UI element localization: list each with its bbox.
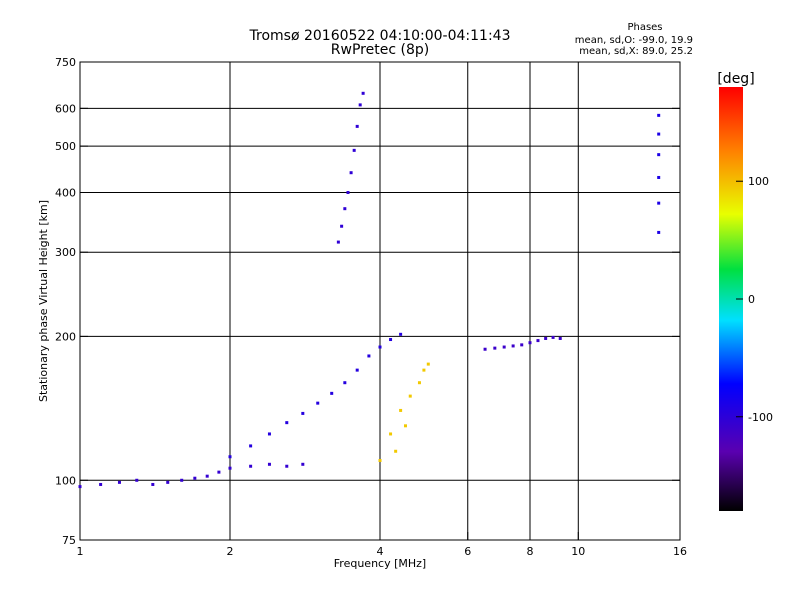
data-point [358,103,362,107]
data-point [483,347,487,351]
data-point [378,345,382,349]
data-point [422,368,426,372]
x-tick-label: 8 [527,545,534,558]
data-point [267,462,271,466]
data-point [528,341,532,345]
colorbar-ticks: 100 0 -100 [736,175,773,424]
data-point [336,240,340,244]
x-tick-label: 2 [227,545,234,558]
data-point [349,171,353,175]
data-point [502,345,506,349]
data-point [657,175,661,179]
y-tick-label: 75 [62,534,76,547]
data-points [78,91,661,489]
data-point [493,346,497,350]
data-point [346,190,350,194]
phase-legend-o: mean, sd,O: -99.0, 19.9 [575,35,693,46]
data-point [657,153,661,157]
data-point [558,336,562,340]
data-point [166,480,170,484]
data-point [657,113,661,117]
data-point [135,478,139,482]
data-point [330,391,334,395]
phase-legend-x: mean, sd,X: 89.0, 25.2 [579,46,693,57]
chart-subtitle: RwPretec (8p) [331,42,429,58]
colorbar-label: [deg] [717,71,754,87]
x-tick-label: 4 [377,545,384,558]
data-point [285,421,289,425]
data-point [511,344,515,348]
data-point [657,201,661,205]
data-point [301,462,305,466]
data-point [228,466,232,470]
data-point [551,335,555,339]
data-point [217,470,221,474]
data-point [399,332,403,336]
data-point [544,336,548,340]
data-point [285,464,289,468]
y-tick-label: 300 [55,246,76,259]
x-tick-label: 6 [464,545,471,558]
phase-legend-heading: Phases [627,22,662,33]
data-point [394,449,398,453]
grid-lines [80,62,680,540]
data-point [657,230,661,234]
data-point [343,381,347,385]
colorbar-tick-label: 0 [748,293,755,306]
y-tick-label: 100 [55,474,76,487]
x-tick-label: 1 [77,545,84,558]
x-tick-label: 16 [673,545,687,558]
data-point [249,464,253,468]
data-point [355,124,359,128]
data-point [657,132,661,136]
y-tick-label: 600 [55,102,76,115]
data-point [389,338,393,342]
data-point [316,401,320,405]
data-point [361,91,365,95]
chart-title: Tromsø 20160522 04:10:00-04:11:43 [249,28,511,44]
y-tick-label: 200 [55,330,76,343]
data-point [180,478,184,482]
data-point [249,444,253,448]
y-tick-label: 750 [55,56,76,69]
data-point [343,207,347,211]
x-axis-label: Frequency [MHz] [334,557,426,570]
data-point [117,480,121,484]
y-axis-label: Stationary phase Virtual Height [km] [37,200,50,402]
data-point [355,368,359,372]
data-point [403,424,407,428]
data-point [267,432,271,436]
data-point [536,339,540,343]
data-point [193,476,197,480]
y-tick-label: 500 [55,140,76,153]
axis-ticks: 1 2 4 6 8 10 16 750 600 500 400 300 200 100 75 [55,56,687,558]
y-tick-label: 400 [55,186,76,199]
data-point [151,482,155,486]
data-point [228,455,232,459]
x-tick-label: 10 [571,545,585,558]
data-point [301,411,305,415]
data-point [520,343,524,347]
data-point [417,381,421,385]
data-point [99,482,103,486]
data-point [78,485,82,489]
data-point [426,362,430,366]
data-point [408,394,412,398]
data-point [378,458,382,462]
colorbar-tick-label: -100 [748,411,773,424]
data-point [399,408,403,412]
data-point [340,224,344,228]
data-point [389,432,393,436]
data-point [352,148,356,152]
colorbar-tick-label: 100 [748,175,769,188]
data-point [205,474,209,478]
data-point [367,354,371,358]
